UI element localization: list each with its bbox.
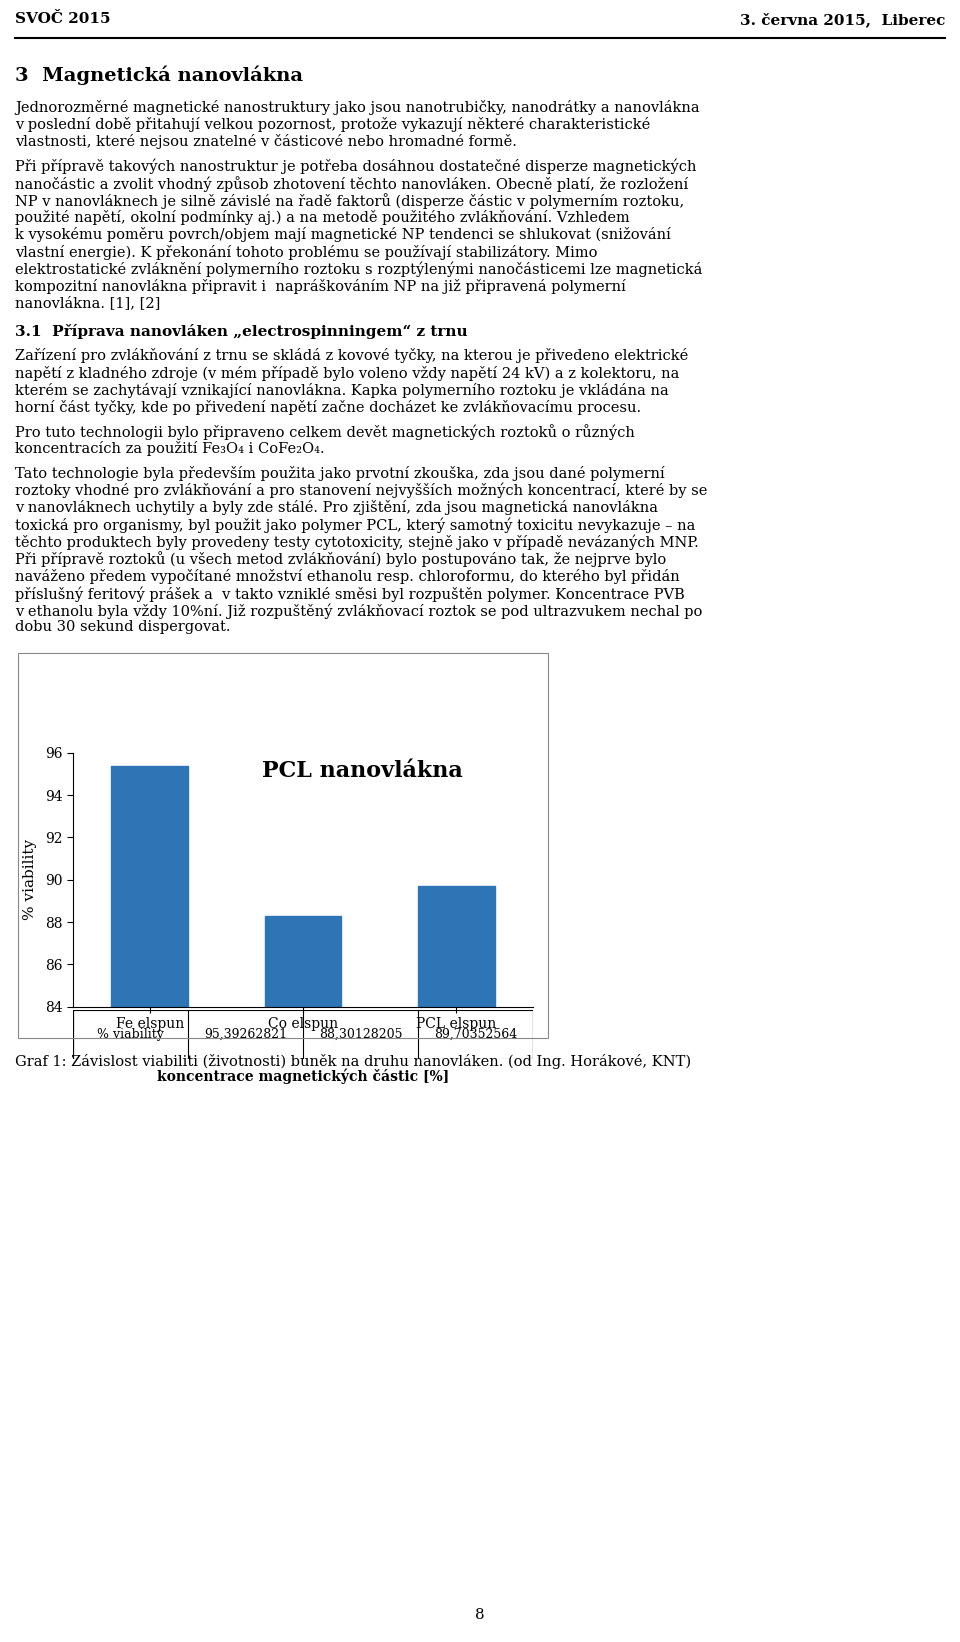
Text: těchto produktech byly provedeny testy cytotoxicity, stejně jako v případě neváz: těchto produktech byly provedeny testy c… [15,534,699,550]
Text: nanovlákna. [1], [2]: nanovlákna. [1], [2] [15,296,160,310]
Text: vlastní energie). K překonání tohoto problému se používají stabilizátory. Mimo: vlastní energie). K překonání tohoto pro… [15,245,597,259]
Text: Zařízení pro zvlákňování z trnu se skládá z kovové tyčky, na kterou je přivedeno: Zařízení pro zvlákňování z trnu se sklád… [15,348,688,363]
Text: % viability: % viability [97,1028,164,1041]
Text: Jednorozměrné magnetické nanostruktury jako jsou nanotrubičky, nanodrátky a nano: Jednorozměrné magnetické nanostruktury j… [15,100,700,115]
Text: v ethanolu byla vždy 10%ní. Již rozpuštěný zvlákňovací roztok se pod ultrazvukem: v ethanolu byla vždy 10%ní. Již rozpuště… [15,603,703,619]
Text: 3.1  Příprava nanovláken „electrospinningem“ z trnu: 3.1 Příprava nanovláken „electrospinning… [15,325,468,340]
Text: 95,39262821: 95,39262821 [204,1028,287,1041]
Text: koncentracích za použití Fe₃O₄ i CoFe₂O₄.: koncentracích za použití Fe₃O₄ i CoFe₂O₄… [15,442,324,456]
Text: SVOČ 2015: SVOČ 2015 [15,11,110,26]
Bar [265,916,342,1642]
Text: kterém se zachytávají vznikající nanovlákna. Kapka polymerního roztoku je vkládá: kterém se zachytávají vznikající nanovlá… [15,383,669,397]
Bar [111,765,188,1642]
Text: vlastnosti, které nejsou znatelné v částicové nebo hromadné formě.: vlastnosti, které nejsou znatelné v část… [15,135,516,149]
Text: NP v nanovláknech je silně závislé na řadě faktorů (disperze částic v polymerním: NP v nanovláknech je silně závislé na řa… [15,194,684,209]
Text: Tato technologie byla především použita jako prvotní zkouška, zda jsou dané poly: Tato technologie byla především použita … [15,466,664,481]
Text: dobu 30 sekund dispergovat.: dobu 30 sekund dispergovat. [15,621,230,634]
Y-axis label: % viability: % viability [23,839,36,920]
Text: koncentrace magnetických částic [%]: koncentrace magnetických částic [%] [156,1067,449,1084]
Text: v nanovláknech uchytily a byly zde stálé. Pro zjištění, zda jsou magnetická nano: v nanovláknech uchytily a byly zde stálé… [15,501,658,516]
Text: Graf 1: Závislost viabiliti (životnosti) buněk na druhu nanovláken. (od Ing. Hor: Graf 1: Závislost viabiliti (životnosti)… [15,1054,691,1069]
Text: 3. června 2015,  Liberec: 3. června 2015, Liberec [739,11,945,26]
Text: Pro tuto technologii bylo připraveno celkem devět magnetických roztoků o různých: Pro tuto technologii bylo připraveno cel… [15,424,635,440]
Text: Při přípravě roztoků (u všech metod zvlákňování) bylo postupováno tak, že nejprv: Při přípravě roztoků (u všech metod zvlá… [15,552,666,568]
Text: 89,70352564: 89,70352564 [434,1028,517,1041]
Text: napětí z kladného zdroje (v mém případě bylo voleno vždy napětí 24 kV) a z kolek: napětí z kladného zdroje (v mém případě … [15,366,680,381]
Text: 88,30128205: 88,30128205 [319,1028,402,1041]
Text: 8: 8 [475,1608,485,1622]
Text: v poslední době přitahují velkou pozornost, protože vykazují některé charakteris: v poslední době přitahují velkou pozorno… [15,117,650,133]
Text: toxická pro organismy, byl použit jako polymer PCL, který samotný toxicitu nevyk: toxická pro organismy, byl použit jako p… [15,517,695,532]
Text: k vysokému poměru povrch/objem mají magnetické NP tendenci se shlukovat (snižová: k vysokému poměru povrch/objem mají magn… [15,227,671,243]
Text: nanočástic a zvolit vhodný způsob zhotovení těchto nanovláken. Obecně platí, že : nanočástic a zvolit vhodný způsob zhotov… [15,176,688,192]
Text: roztoky vhodné pro zvlákňování a pro stanovení nejvyšších možných koncentrací, k: roztoky vhodné pro zvlákňování a pro sta… [15,483,708,498]
Text: Při přípravě takových nanostruktur je potřeba dosáhnou dostatečné disperze magne: Při přípravě takových nanostruktur je po… [15,159,697,174]
Bar [418,887,494,1642]
Text: horní část tyčky, kde po přivedení napětí začne docházet ke zvlákňovacímu proces: horní část tyčky, kde po přivedení napět… [15,401,641,415]
Text: naváženo předem vypočítané množství ethanolu resp. chloroformu, do kterého byl p: naváženo předem vypočítané množství etha… [15,568,680,585]
Text: PCL nanovlákna: PCL nanovlákna [262,760,463,782]
Text: příslušný feritový prášek a  v takto vzniklé směsi byl rozpuštěn polymer. Koncen: příslušný feritový prášek a v takto vzni… [15,586,684,601]
Text: kompozitní nanovlákna připravit i  napráškováním NP na již připravená polymerní: kompozitní nanovlákna připravit i napráš… [15,279,626,294]
Text: 3  Magnetická nanovlákna: 3 Magnetická nanovlákna [15,66,303,84]
Text: použité napětí, okolní podmínky aj.) a na metodě použitého zvlákňování. Vzhledem: použité napětí, okolní podmínky aj.) a n… [15,210,630,225]
Text: elektrostatické zvláknění polymerního roztoku s rozptýlenými nanočásticemi lze m: elektrostatické zvláknění polymerního ro… [15,261,703,277]
